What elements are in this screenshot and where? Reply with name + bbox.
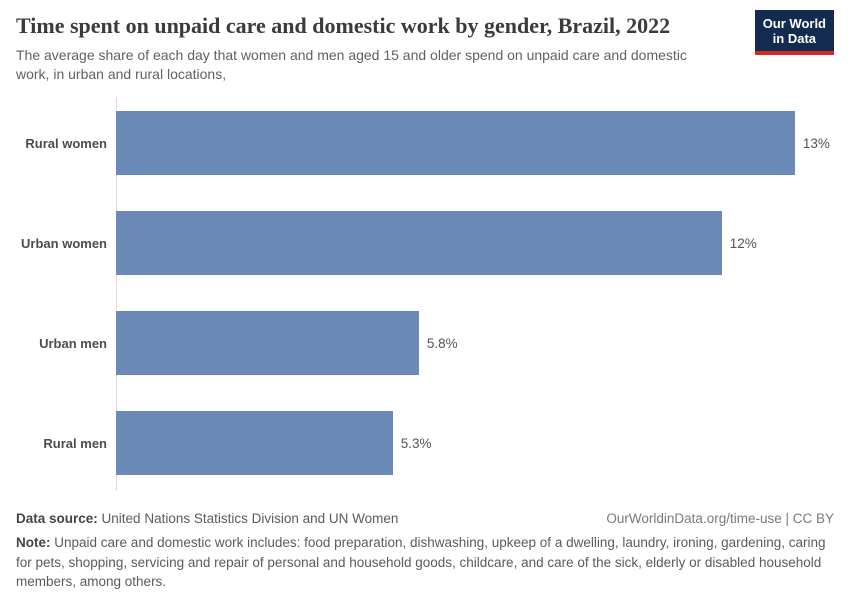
- bar-area: 5.3%: [116, 411, 834, 476]
- bar-row: Urban women 12%: [16, 193, 834, 293]
- owid-logo-line1: Our World: [762, 16, 826, 31]
- bar[interactable]: [116, 211, 722, 276]
- chart-subtitle: The average share of each day that women…: [16, 47, 687, 82]
- bar-chart: Rural women 13% Urban women 12% Urban men 5.8…: [16, 93, 834, 493]
- bar-area: 13%: [116, 111, 834, 176]
- source-row: Data source: United Nations Statistics D…: [16, 511, 834, 526]
- category-label: Rural men: [43, 435, 107, 451]
- value-label: 13%: [802, 135, 830, 151]
- y-axis-line: [116, 97, 117, 492]
- bar-row: Rural men 5.3%: [16, 393, 834, 493]
- category-label: Urban men: [39, 335, 107, 351]
- note-label: Note:: [16, 535, 51, 551]
- license-link[interactable]: OurWorldinData.org/time-use | CC BY: [606, 511, 834, 527]
- category-label: Rural women: [25, 135, 107, 151]
- bar-area: 12%: [116, 211, 834, 276]
- note-body: Unpaid care and domestic work includes: …: [16, 535, 826, 590]
- data-source: Data source: United Nations Statistics D…: [16, 511, 398, 526]
- bar-rows: Rural women 13% Urban women 12% Urban men 5.8…: [16, 93, 834, 493]
- bar[interactable]: [116, 111, 795, 176]
- note-text: Note: Unpaid care and domestic work incl…: [16, 533, 834, 592]
- bar-area: 5.8%: [116, 311, 834, 376]
- value-label: 5.3%: [400, 435, 432, 451]
- chart-footer: Data source: United Nations Statistics D…: [16, 511, 834, 592]
- chart-header: Time spent on unpaid care and domestic w…: [16, 0, 834, 83]
- bar-row: Urban men 5.8%: [16, 293, 834, 393]
- data-source-label: Data source:: [16, 511, 98, 527]
- owid-logo: Our World in Data: [754, 10, 834, 55]
- chart-title: Time spent on unpaid care and domestic w…: [16, 13, 671, 38]
- bar[interactable]: [116, 411, 393, 476]
- value-label: 5.8%: [426, 335, 458, 351]
- bar[interactable]: [116, 311, 419, 376]
- data-source-text: United Nations Statistics Division and U…: [101, 511, 399, 527]
- value-label: 12%: [729, 235, 757, 251]
- owid-logo-line2: in Data: [772, 31, 817, 47]
- category-label: Urban women: [21, 235, 107, 251]
- bar-row: Rural women 13%: [16, 93, 834, 193]
